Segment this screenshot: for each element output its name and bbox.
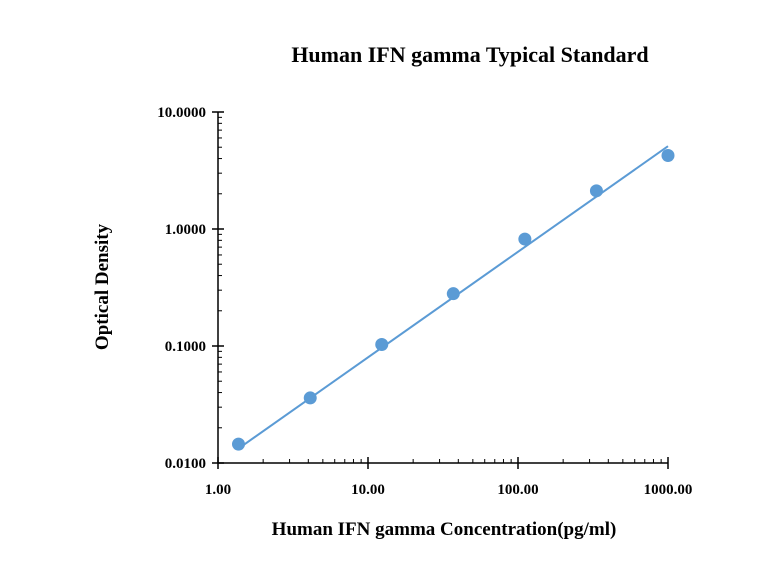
x-tick-label: 1.00 (205, 482, 231, 498)
data-point (375, 337, 389, 351)
x-axis-label: Human IFN gamma Concentration(pg/ml) (272, 519, 617, 540)
x-tick-label: 10.00 (351, 482, 385, 498)
data-point (589, 184, 603, 198)
y-tick-label: 10.0000 (157, 105, 206, 121)
y-axis-label: Optical Density (92, 223, 113, 350)
chart-title: Human IFN gamma Typical Standard (291, 42, 648, 67)
x-tick-label: 100.00 (497, 482, 538, 498)
y-tick-label: 0.0100 (165, 456, 206, 472)
data-points (232, 148, 675, 451)
y-axis: 0.0100 0.1000 1.0000 10.0000 (157, 105, 224, 472)
y-tick-label: 0.1000 (165, 339, 206, 355)
x-tick-label: 1000.00 (644, 482, 693, 498)
data-point (232, 437, 246, 451)
data-point (661, 148, 675, 162)
x-axis: 1.00 10.00 100.00 1000.00 (205, 457, 693, 498)
data-point (303, 391, 317, 405)
y-tick-label: 1.0000 (165, 222, 206, 238)
data-point (446, 287, 460, 301)
data-point (518, 232, 532, 246)
